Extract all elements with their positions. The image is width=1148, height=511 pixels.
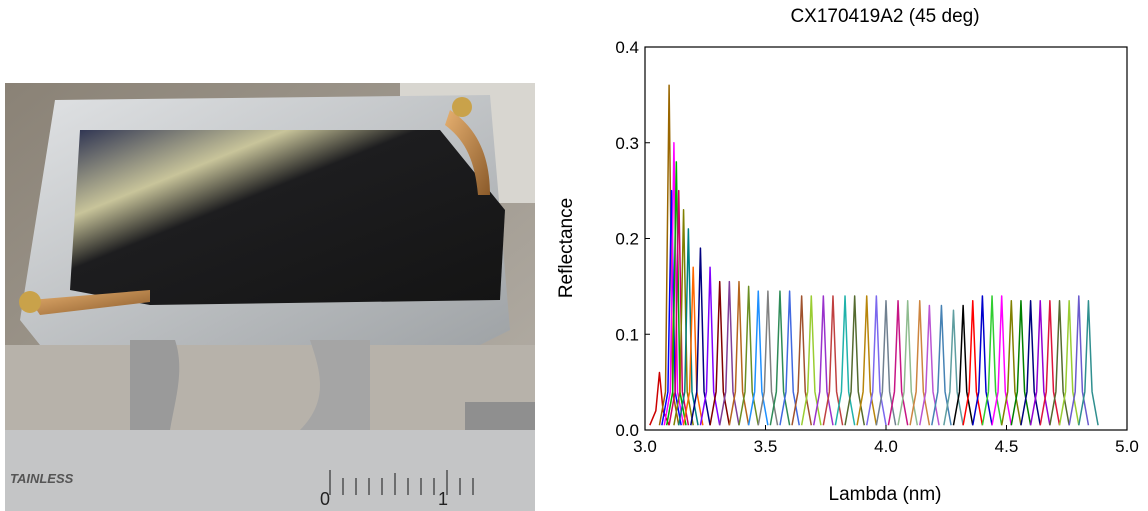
spectrum-line: [649, 371, 670, 426]
y-axis-label: Reflectance: [556, 198, 577, 298]
spectrum-line: [812, 295, 834, 426]
spectrum-line: [738, 285, 760, 426]
spectrum-line: [962, 299, 984, 426]
spectrum-line: [865, 295, 887, 426]
spectrum-line: [663, 142, 685, 426]
caliper-jaw: [300, 340, 370, 430]
spectrum-line: [1058, 299, 1080, 426]
spectrum-line: [658, 84, 680, 426]
spectrum-line: [800, 295, 822, 426]
caliper-scale: [5, 430, 535, 511]
spectrum-line: [791, 295, 813, 426]
spectrum-line: [1010, 299, 1032, 426]
screw: [452, 97, 472, 117]
spectrum-line: [875, 299, 897, 426]
spectrum-line: [952, 304, 974, 426]
y-tick-label: 0.1: [615, 325, 639, 344]
spectrum-line: [678, 228, 699, 426]
spectrum-line: [897, 299, 919, 426]
spectrum-line: [919, 304, 940, 426]
x-tick-label: 3.5: [754, 437, 778, 456]
spectrum-line: [822, 295, 844, 426]
spectrum-line: [856, 295, 878, 426]
spectrum-line: [981, 295, 1003, 426]
chart-title: CX170419A2 (45 deg): [790, 6, 979, 27]
y-tick-label: 0.4: [615, 38, 639, 57]
spectrum-line: [661, 189, 682, 426]
y-tick-label: 0.2: [615, 230, 639, 249]
x-tick-label: 3.0: [633, 437, 657, 456]
spectrum-line: [1049, 299, 1070, 426]
spectrum-line: [931, 304, 952, 426]
spectrum-line: [834, 295, 856, 426]
spectrum-line: [1078, 299, 1099, 426]
spectrum-line: [943, 309, 964, 426]
photo-label: TAINLESS: [10, 471, 74, 486]
spectrum-line: [991, 295, 1013, 426]
spectrum-line: [690, 247, 711, 426]
spectrum-line: [718, 280, 740, 426]
chart: CX170419A2 (45 deg) Lambda (nm) Reflecta…: [556, 6, 1139, 505]
spectrum-line: [1029, 299, 1051, 426]
spectrum-line: [747, 290, 769, 426]
spectrum-line: [668, 189, 690, 426]
y-tick-label: 0.0: [615, 421, 639, 440]
photo-label: 0: [320, 489, 330, 509]
spectrum-line: [673, 209, 694, 426]
scale-ticks: [329, 470, 474, 495]
y-tick-label: 0.3: [615, 134, 639, 153]
spectrum-line: [728, 280, 750, 426]
spectrum-line: [909, 299, 931, 426]
spectrum-line: [682, 266, 704, 426]
spectrum-line: [769, 290, 791, 426]
x-tick-label: 4.5: [995, 437, 1019, 456]
spectrum-line: [844, 295, 866, 426]
spectrum-line: [709, 280, 731, 426]
spectrum-line: [972, 295, 993, 426]
x-axis-label: Lambda (nm): [829, 484, 942, 505]
spectrum-line: [1068, 295, 1090, 426]
x-tick-label: 5.0: [1115, 437, 1139, 456]
caliper-jaw: [130, 340, 180, 430]
spectrum-line: [1020, 299, 1041, 426]
photo-label: 1: [438, 489, 448, 509]
spectrum-line: [1000, 299, 1022, 426]
spectrum-line: [779, 290, 800, 426]
spectrum-line: [665, 161, 687, 426]
x-tick-label: 4.0: [874, 437, 898, 456]
spectrum-line: [1039, 299, 1061, 426]
spectrum-line: [757, 290, 779, 426]
screw: [19, 291, 41, 313]
wafer: [70, 130, 505, 305]
clip: [30, 290, 150, 315]
clip: [445, 110, 490, 195]
spectrum-line: [887, 299, 909, 426]
spectrum-line: [699, 266, 721, 426]
photo: TAINLESS 0 1: [5, 83, 535, 511]
